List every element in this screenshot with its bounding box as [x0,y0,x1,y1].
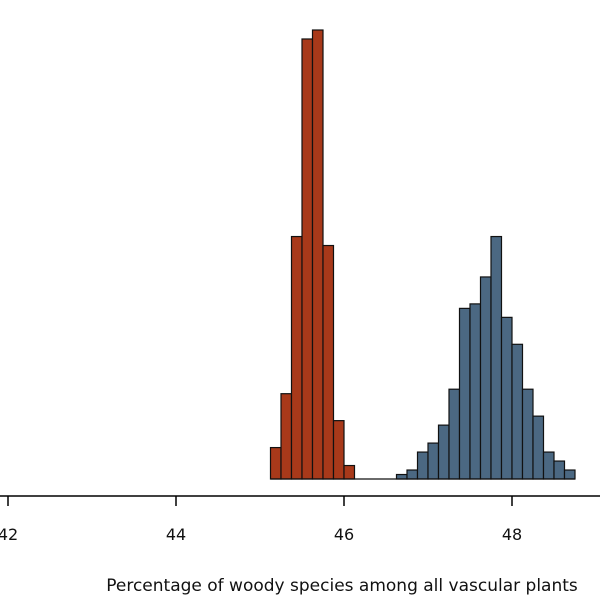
histogram-bar [448,388,461,480]
histogram-bar [490,235,503,480]
x-tick-label: 42 [0,525,18,544]
x-tick-label: 46 [334,525,354,544]
histogram-bar [427,442,440,480]
histogram-bar [532,415,545,480]
x-axis-title: Percentage of woody species among all va… [106,576,578,596]
histogram-bar [469,303,482,480]
histogram-bar [406,469,419,480]
histogram-bar [458,307,471,480]
histogram-bar [332,420,345,480]
histogram-bar [437,424,450,480]
x-tick-label: 44 [166,525,186,544]
histogram-bar [511,343,524,480]
x-tick-label: 48 [502,525,522,544]
histogram-bar [269,446,282,480]
x-axis-ticks: 42 44 46 48 [0,496,522,544]
histogram-bar [322,244,335,480]
histogram-bar [416,451,429,480]
series-2-bars [395,235,576,480]
histogram-bar [521,388,534,480]
histogram-bar [553,460,566,480]
histogram-bar [479,276,492,480]
histogram-bar [343,464,356,480]
series-1-bars [269,29,356,480]
bars-layer [269,29,576,480]
histogram-bar [542,451,555,480]
histogram-bar [500,316,513,480]
histogram-bar [395,473,408,480]
histogram-bar [301,38,314,480]
histogram-bar [563,469,576,480]
histogram-bar [290,235,303,480]
histogram-bar [280,393,293,480]
histogram-bar [311,29,324,480]
